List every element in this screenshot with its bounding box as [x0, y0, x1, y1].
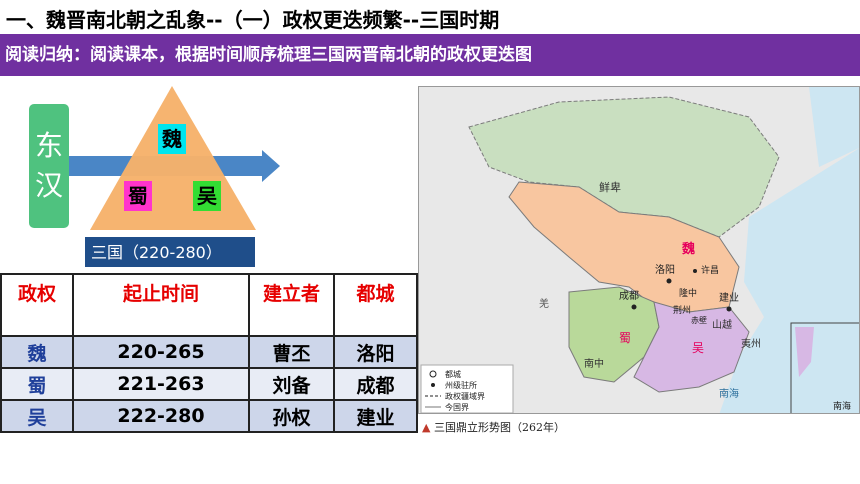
map-label-nanhai-inset: 南海 [833, 400, 851, 412]
cell-founder: 曹丕 [248, 335, 335, 369]
donghan-label: 东汉 [29, 104, 69, 228]
map-city-chengdu: 成都 [619, 290, 639, 302]
cell-capital: 洛阳 [333, 335, 418, 369]
cell-capital: 成都 [333, 367, 418, 401]
wu-region [633, 301, 750, 393]
map-city-chibi: 赤壁 [691, 315, 707, 325]
map-legend: 都城 州级驻所 政权疆域界 今国界 [420, 364, 514, 413]
map-city-xuchang: 许昌 [701, 264, 719, 276]
map-label-wei: 魏 [681, 241, 695, 257]
svg-text:今国界: 今国界 [445, 402, 469, 412]
map-caption: ▲ 三国鼎立形势图（262年） [422, 419, 565, 435]
cell-founder: 孙权 [248, 399, 335, 433]
instruction-banner: 阅读归纳：阅读课本，根据时间顺序梳理三国两晋南北朝的政权更迭图 [0, 34, 860, 76]
map-city-longzhong: 隆中 [679, 287, 697, 299]
table-row: 蜀 221-263 刘备 成都 [0, 367, 418, 401]
cell-capital: 建业 [333, 399, 418, 433]
cell-period: 222-280 [72, 399, 250, 433]
map-city-luoyang: 洛阳 [655, 263, 675, 276]
wu-label: 吴 [193, 181, 221, 211]
page-title: 一、魏晋南北朝之乱象--（一）政权更迭频繁--三国时期 [6, 8, 500, 32]
map-caption-text: 三国鼎立形势图（262年） [433, 421, 565, 434]
map-label-nanzhong: 南中 [584, 357, 604, 370]
cell-period: 221-263 [72, 367, 250, 401]
map-city-jianye: 建业 [719, 291, 739, 304]
cell-period: 220-265 [72, 335, 250, 369]
three-kingdoms-map: 鲜卑 魏 蜀 吴 山越 夷州 南中 羌 南海 南海 洛阳 许昌 成都 建业 隆中… [418, 86, 860, 414]
sanguo-period-label: 三国（220-280） [84, 236, 256, 268]
regime-table: 政权 起止时间 建立者 都城 魏 220-265 曹丕 洛阳 蜀 221-263… [0, 273, 418, 433]
svg-text:政权疆域界: 政权疆域界 [445, 391, 485, 401]
table-row: 魏 220-265 曹丕 洛阳 [0, 335, 418, 369]
cell-founder: 刘备 [248, 367, 335, 401]
map-label-shanyue: 山越 [712, 318, 732, 331]
map-label-wu: 吴 [692, 341, 704, 355]
table-header-row: 政权 起止时间 建立者 都城 [0, 273, 418, 337]
svg-text:州级驻所: 州级驻所 [445, 380, 477, 390]
header-regime: 政权 [0, 273, 74, 337]
header-period: 起止时间 [72, 273, 250, 337]
map-city-jingzhou: 荆州 [673, 304, 691, 316]
map-label-qiang: 羌 [539, 298, 549, 310]
cell-regime: 魏 [0, 335, 74, 369]
caption-triangle-icon: ▲ [422, 421, 431, 434]
map-label-yizhou: 夷州 [741, 337, 761, 350]
svg-text:都城: 都城 [445, 370, 461, 379]
wei-label: 魏 [158, 124, 186, 154]
table-row: 吴 222-280 孙权 建业 [0, 399, 418, 433]
map-label-nanhai-sea: 南海 [719, 387, 739, 400]
map-label-shu: 蜀 [619, 331, 631, 345]
header-founder: 建立者 [248, 273, 335, 337]
map-label-xianbei: 鲜卑 [599, 180, 621, 194]
header-capital: 都城 [333, 273, 418, 337]
cell-regime: 吴 [0, 399, 74, 433]
shu-label: 蜀 [124, 181, 152, 211]
cell-regime: 蜀 [0, 367, 74, 401]
